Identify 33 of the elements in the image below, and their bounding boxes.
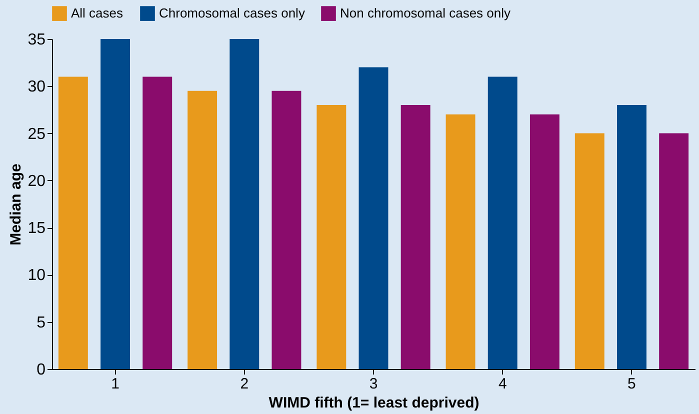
- bar: [400, 105, 430, 369]
- bar: [446, 114, 476, 369]
- y-axis-title: Median age: [8, 164, 25, 246]
- x-tick-label: 5: [628, 376, 636, 392]
- bar: [230, 39, 260, 369]
- bar: [100, 39, 130, 369]
- bar: [617, 105, 646, 369]
- y-tick-label: 15: [28, 220, 46, 238]
- x-axis-title: WIMD fifth (1= least deprived): [268, 394, 480, 412]
- bar: [530, 114, 560, 369]
- x-tick-label: 1: [111, 376, 120, 392]
- bar: [488, 76, 518, 369]
- y-tick-label: 25: [28, 126, 46, 143]
- bar: [574, 133, 604, 369]
- bar: [358, 67, 388, 369]
- bar: [188, 90, 218, 369]
- bar: [316, 105, 346, 369]
- legend-label: Non chromosomal cases only: [340, 6, 512, 21]
- y-tick-label: 20: [28, 172, 46, 190]
- legend-label: All cases: [71, 6, 124, 21]
- x-tick-label: 2: [240, 376, 249, 392]
- bar: [58, 76, 88, 369]
- legend-label: Chromosomal cases only: [159, 6, 306, 21]
- x-tick-label: 3: [369, 376, 378, 392]
- y-tick-label: 0: [36, 362, 46, 378]
- y-tick-label: 10: [28, 267, 46, 284]
- y-tick-label: 5: [36, 314, 46, 332]
- y-tick-label: 30: [28, 78, 46, 96]
- bar: [272, 90, 302, 369]
- x-tick-label: 4: [498, 376, 507, 392]
- bar: [659, 133, 689, 369]
- bar: [142, 76, 172, 369]
- y-tick-label: 35: [28, 32, 46, 48]
